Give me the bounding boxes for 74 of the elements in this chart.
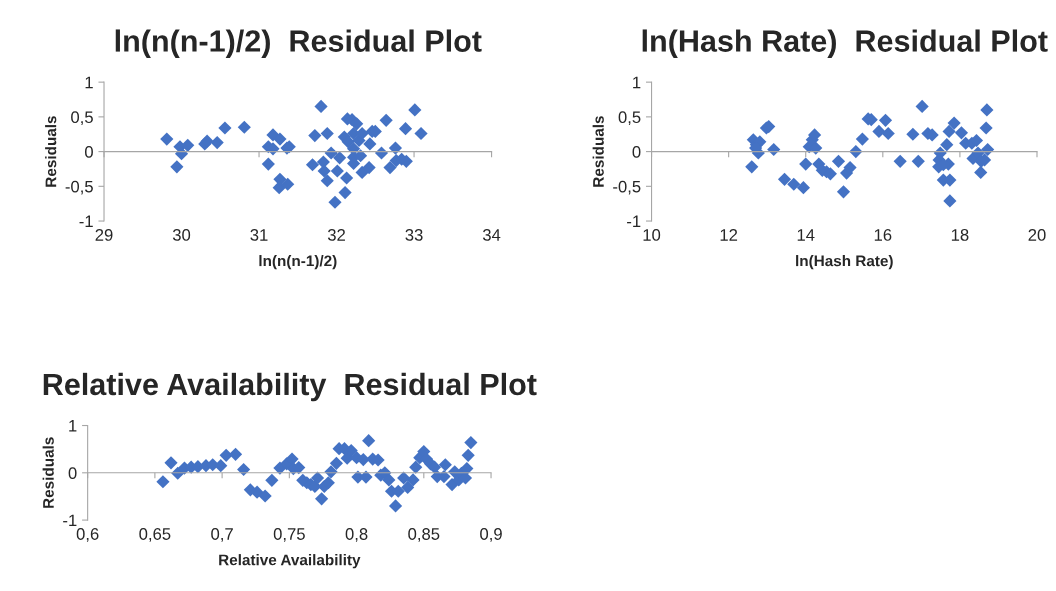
point [174, 147, 189, 161]
x-tick-label: 14 [797, 229, 815, 241]
x-tick-label: 12 [720, 229, 738, 241]
point [281, 177, 295, 191]
chart-title: Relative Availability Residual Plot [43, 372, 537, 402]
y-tick-label: -0,5 [613, 180, 641, 195]
y-tick-label: -1 [79, 215, 93, 228]
y-tick-label: -1 [63, 514, 77, 527]
point [350, 117, 364, 131]
y-axis-title: Residuals [592, 116, 604, 187]
y-tick-label: 0 [84, 145, 93, 158]
y-tick-label: 0,5 [618, 111, 641, 126]
x-tick-label: 33 [405, 229, 423, 241]
y-tick-label: 0 [68, 467, 77, 479]
point [328, 195, 342, 209]
point [355, 126, 369, 141]
point [320, 174, 334, 188]
x-tick-label: 29 [95, 229, 113, 241]
point [160, 132, 174, 146]
x-tick-label: 16 [874, 229, 892, 241]
y-tick-label: 0,5 [71, 111, 93, 126]
chart-title: ln(Hash Rate) Residual Plot [642, 29, 1048, 58]
x-tick-label: 30 [172, 229, 191, 241]
point [273, 132, 287, 146]
point [170, 160, 184, 174]
point [261, 157, 275, 171]
point [338, 185, 352, 200]
x-tick-label: 18 [951, 229, 969, 241]
y-tick-label: -0,5 [65, 180, 93, 195]
point [314, 99, 328, 114]
point [383, 160, 397, 175]
x-tick-label: 0,65 [139, 528, 171, 542]
point [414, 126, 428, 141]
chart-title: ln(n(n-1)/2) Residual Plot [115, 29, 482, 58]
point [388, 141, 403, 155]
x-tick-label: 20 [1028, 229, 1046, 241]
point [218, 121, 232, 135]
x-tick-label: 0,7 [211, 528, 233, 542]
x-tick-label: 0,75 [273, 528, 305, 542]
point [379, 113, 393, 127]
point [398, 122, 413, 136]
y-tick-label: 1 [85, 76, 93, 89]
x-tick-label: 32 [327, 229, 345, 241]
point [317, 164, 331, 178]
point [362, 160, 376, 175]
point [210, 135, 224, 150]
point [320, 126, 334, 141]
x-tick-label: 0,85 [408, 528, 440, 542]
point [237, 120, 251, 134]
y-tick-label: -1 [627, 215, 641, 228]
x-axis-title: Relative Availability [219, 554, 361, 569]
point [305, 158, 320, 172]
x-axis-title: ln(n(n-1)/2) [259, 255, 337, 270]
point [272, 181, 286, 195]
point [408, 103, 422, 117]
y-tick-label: 1 [633, 76, 641, 89]
x-tick-label: 10 [643, 229, 661, 241]
y-axis-title: Residuals [42, 437, 54, 508]
y-tick-label: 1 [69, 420, 77, 432]
x-tick-label: 0,8 [345, 528, 368, 542]
x-tick-label: 0,6 [76, 528, 99, 542]
x-axis-title: ln(Hash Rate) [796, 255, 893, 270]
point [308, 129, 322, 143]
y-tick-label: 0 [632, 145, 641, 158]
y-axis-title: Residuals [45, 116, 57, 187]
point [363, 137, 377, 151]
point [374, 146, 389, 160]
x-tick-label: 0,9 [480, 528, 502, 542]
point [333, 151, 347, 165]
point [181, 138, 195, 152]
point [330, 164, 344, 178]
x-tick-label: 31 [250, 229, 268, 241]
x-tick-label: 34 [482, 229, 501, 241]
point [340, 171, 354, 185]
